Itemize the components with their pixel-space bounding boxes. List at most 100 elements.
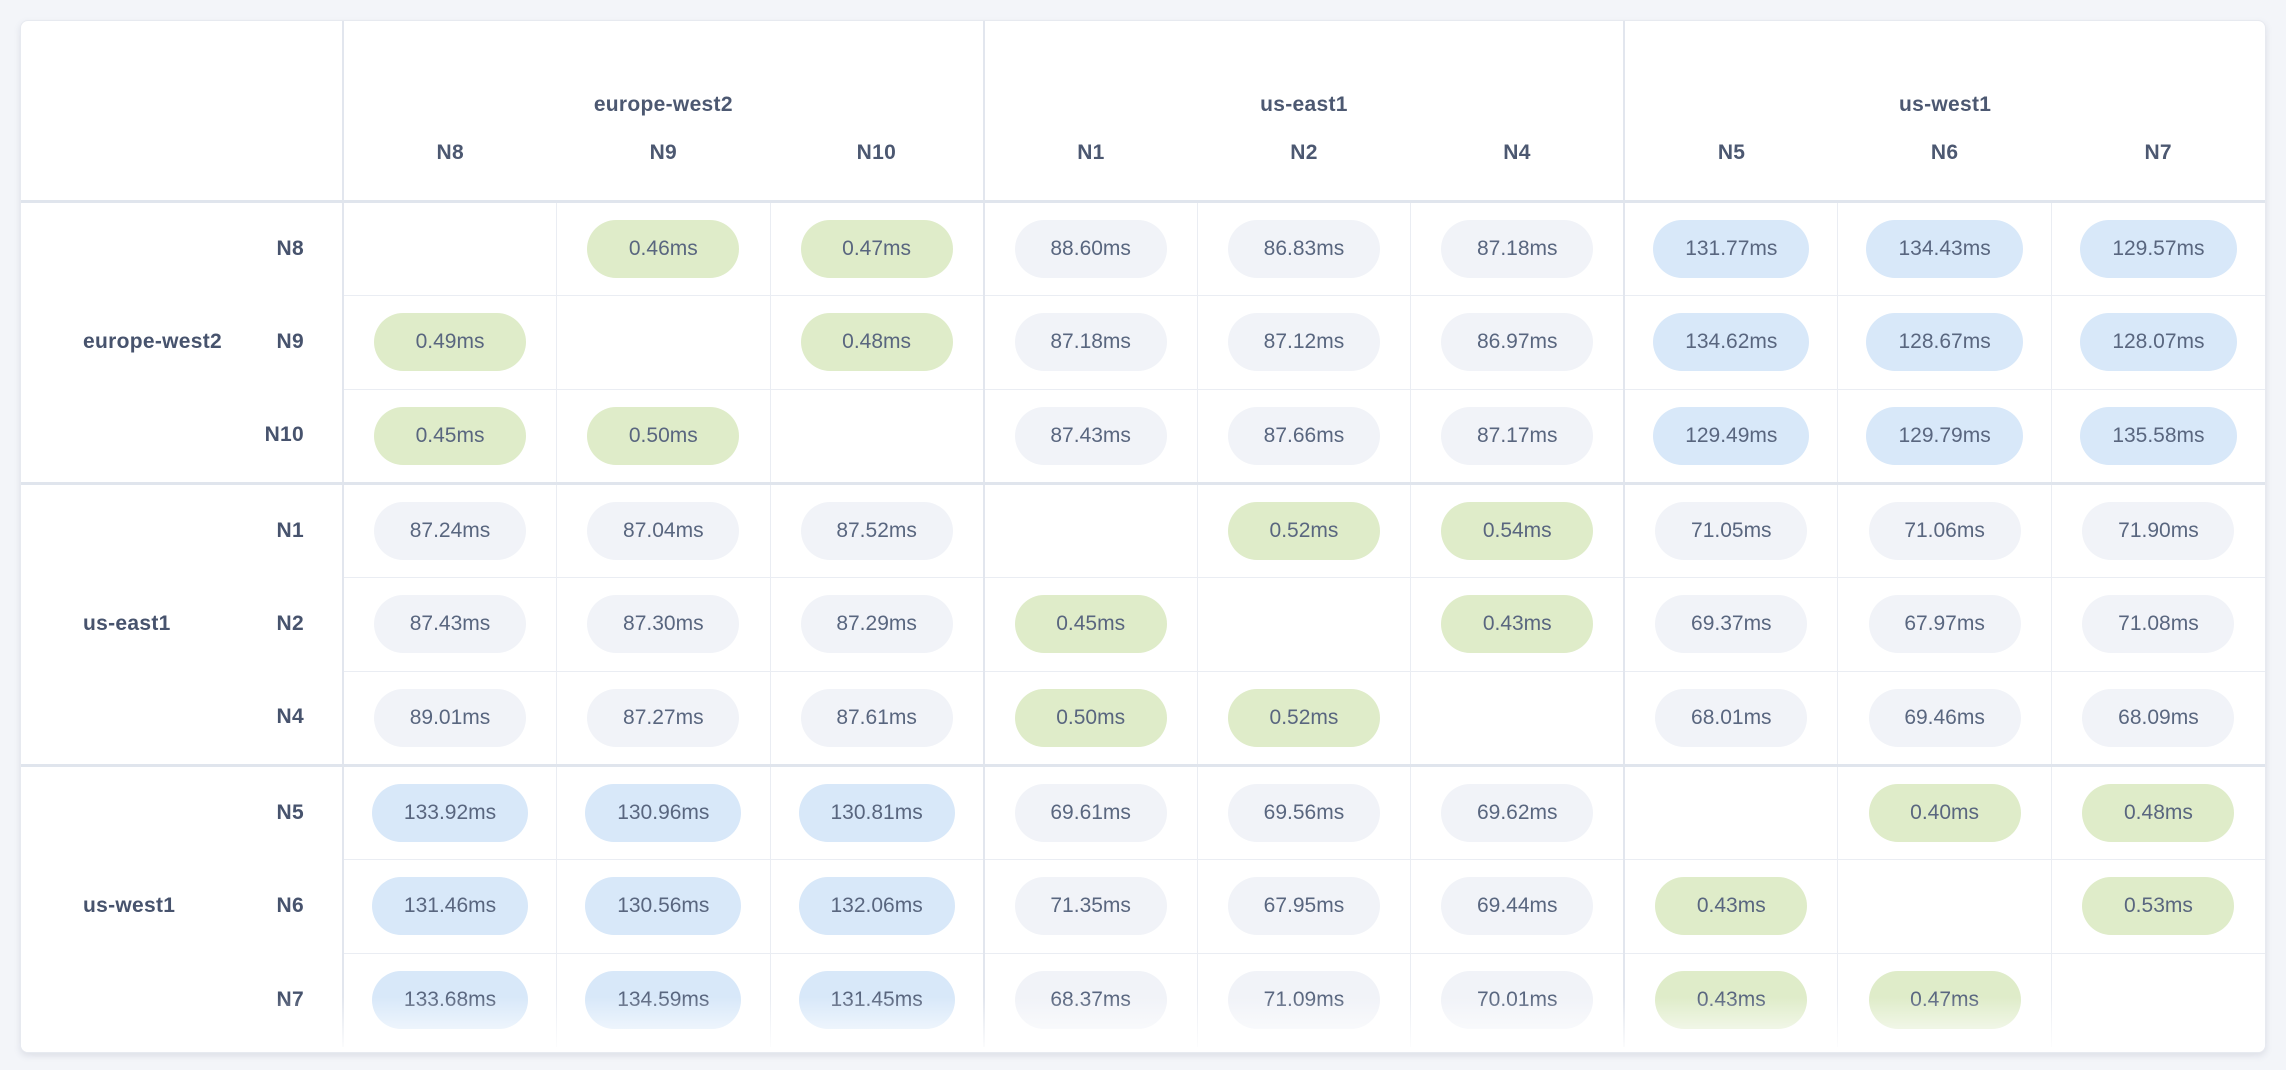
latency-cell: 87.27ms xyxy=(556,670,771,765)
latency-cell: 68.01ms xyxy=(1623,670,1838,765)
latency-pill: 134.43ms xyxy=(1866,219,2023,278)
latency-cell: 0.49ms xyxy=(342,294,557,389)
row-region-label: us-west1 xyxy=(83,894,176,917)
latency-pill: 130.56ms xyxy=(585,877,742,935)
column-region-header: europe-west2 xyxy=(342,21,984,133)
latency-cell: 128.07ms xyxy=(2050,294,2265,389)
latency-pill: 87.27ms xyxy=(587,688,740,747)
column-node-header: N10 xyxy=(770,133,984,203)
latency-pill: 69.56ms xyxy=(1227,783,1380,842)
latency-cell-self xyxy=(1196,576,1411,671)
latency-cell: 87.17ms xyxy=(1410,388,1625,483)
latency-pill: 130.81ms xyxy=(798,783,955,842)
column-node-header: N9 xyxy=(556,133,771,203)
latency-pill: 68.09ms xyxy=(2082,688,2235,747)
latency-pill: 129.79ms xyxy=(1866,406,2023,465)
latency-pill: 71.90ms xyxy=(2082,501,2235,560)
latency-pill: 131.46ms xyxy=(371,877,529,935)
latency-cell: 69.37ms xyxy=(1623,576,1838,671)
latency-cell: 69.62ms xyxy=(1410,763,1625,859)
latency-pill: 71.09ms xyxy=(1227,971,1380,1030)
latency-cell: 130.96ms xyxy=(556,763,771,859)
latency-cell: 130.56ms xyxy=(556,858,771,953)
latency-pill: 87.12ms xyxy=(1227,313,1380,371)
latency-cell: 134.62ms xyxy=(1623,294,1838,389)
latency-cell-self xyxy=(1837,858,2052,953)
column-node-header: N6 xyxy=(1837,133,2052,203)
latency-pill: 0.52ms xyxy=(1227,501,1380,560)
latency-pill: 0.54ms xyxy=(1441,501,1594,560)
row-node-label: N4 xyxy=(276,705,304,729)
latency-cell: 71.09ms xyxy=(1196,952,1411,1047)
latency-pill: 67.95ms xyxy=(1227,877,1380,935)
latency-pill: 69.44ms xyxy=(1441,877,1594,935)
latency-cell: 0.53ms xyxy=(2050,858,2265,953)
latency-cell: 87.18ms xyxy=(1410,199,1625,295)
column-node-header: N4 xyxy=(1410,133,1625,203)
table-row: us-east1 N2 87.43ms 87.30ms 87.29ms 0.45ms 0.4… xyxy=(21,576,2265,671)
table-row: us-west1 N6 131.46ms 130.56ms 132.06ms 71.35m… xyxy=(21,858,2265,953)
row-header: N7 xyxy=(21,953,343,1047)
latency-cell: 134.43ms xyxy=(1837,199,2052,295)
latency-pill: 0.40ms xyxy=(1868,783,2021,842)
latency-cell: 71.35ms xyxy=(982,858,1198,953)
latency-pill: 87.24ms xyxy=(374,501,527,560)
row-node-label: N8 xyxy=(276,236,304,260)
latency-cell: 129.49ms xyxy=(1623,388,1838,483)
latency-pill: 71.08ms xyxy=(2082,595,2235,653)
latency-matrix-card: europe-west2 us-east1 us-west1 N8 N9 N10 N1 N2 N… xyxy=(20,20,2266,1053)
latency-cell-self xyxy=(769,388,984,483)
latency-pill: 87.61ms xyxy=(800,688,953,747)
latency-pill: 128.07ms xyxy=(2080,313,2237,371)
latency-cell: 133.68ms xyxy=(342,952,557,1047)
latency-cell: 71.90ms xyxy=(2050,481,2265,577)
latency-pill: 86.83ms xyxy=(1227,219,1380,278)
table-row: europe-west2 N9 0.49ms 0.48ms 87.18ms 87.12ms… xyxy=(21,294,2265,389)
latency-cell: 128.67ms xyxy=(1837,294,2052,389)
latency-pill: 0.48ms xyxy=(2082,783,2235,842)
column-node-header: N7 xyxy=(2051,133,2265,203)
latency-pill: 87.29ms xyxy=(800,595,953,653)
latency-pill: 131.77ms xyxy=(1653,219,1810,278)
latency-pill: 0.46ms xyxy=(587,219,740,278)
latency-cell: 87.66ms xyxy=(1196,388,1411,483)
latency-cell: 70.01ms xyxy=(1410,952,1625,1047)
row-header: N1 xyxy=(21,481,343,577)
latency-cell: 87.29ms xyxy=(769,576,984,671)
latency-pill: 0.48ms xyxy=(800,313,953,371)
latency-pill: 132.06ms xyxy=(798,877,955,935)
latency-cell: 89.01ms xyxy=(342,670,557,765)
latency-cell: 68.37ms xyxy=(982,952,1198,1047)
latency-pill: 0.47ms xyxy=(800,219,953,278)
latency-cell: 67.95ms xyxy=(1196,858,1411,953)
latency-cell-self xyxy=(982,481,1198,577)
latency-cell: 87.61ms xyxy=(769,670,984,765)
row-header: us-east1 N2 xyxy=(21,577,343,671)
row-header: N5 xyxy=(21,763,343,859)
latency-pill: 87.18ms xyxy=(1014,313,1167,371)
table-body: N8 0.46ms 0.47ms 88.60ms 86.83ms 87.18ms 131.7… xyxy=(21,199,2265,1047)
latency-cell: 86.97ms xyxy=(1410,294,1625,389)
row-node-label: N10 xyxy=(264,423,304,447)
latency-pill: 87.04ms xyxy=(587,501,740,560)
latency-cell: 69.44ms xyxy=(1410,858,1625,953)
latency-pill: 0.49ms xyxy=(374,313,527,371)
row-node-label: N6 xyxy=(276,894,304,917)
row-header: N8 xyxy=(21,199,343,295)
latency-cell: 0.43ms xyxy=(1623,858,1838,953)
latency-pill: 0.53ms xyxy=(2082,877,2235,935)
row-region-label: europe-west2 xyxy=(83,330,222,353)
latency-cell: 0.48ms xyxy=(769,294,984,389)
latency-pill: 129.49ms xyxy=(1653,406,1810,465)
latency-cell: 0.45ms xyxy=(982,576,1198,671)
latency-pill: 129.57ms xyxy=(2080,219,2237,278)
latency-pill: 0.50ms xyxy=(587,406,740,465)
latency-cell: 0.43ms xyxy=(1410,576,1625,671)
row-header: N4 xyxy=(21,671,343,765)
latency-cell: 0.47ms xyxy=(769,199,984,295)
row-header: N10 xyxy=(21,389,343,483)
latency-pill: 87.17ms xyxy=(1441,406,1594,465)
latency-cell: 0.52ms xyxy=(1196,670,1411,765)
latency-cell: 133.92ms xyxy=(342,763,557,859)
